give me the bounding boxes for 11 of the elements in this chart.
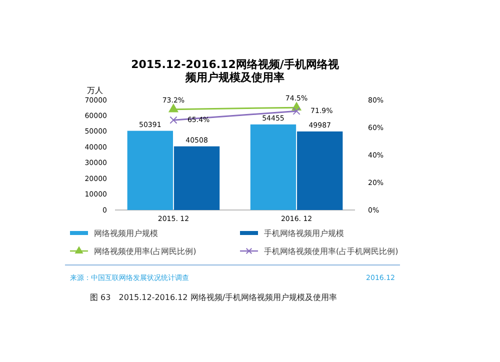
- legend-label: 手机网络视频用户规模: [264, 229, 344, 238]
- caption: 图 63 2015.12-2016.12 网络视频/手机网络视频用户规模及使用率: [90, 293, 338, 302]
- y-axis-title: 万人: [87, 86, 103, 95]
- legend-label: 网络视频用户规模: [94, 229, 158, 238]
- bar: [250, 124, 296, 210]
- chart-title: 2015.12-2016.12网络视频/手机网络视频用户规模及使用率: [131, 58, 340, 84]
- bar: [297, 131, 343, 210]
- bar: [127, 130, 173, 210]
- legend-label: 手机网络视频使用率(占手机网民比例): [264, 247, 398, 256]
- bar: [174, 146, 220, 210]
- legend-label: 网络视频使用率(占网民比例): [94, 247, 196, 256]
